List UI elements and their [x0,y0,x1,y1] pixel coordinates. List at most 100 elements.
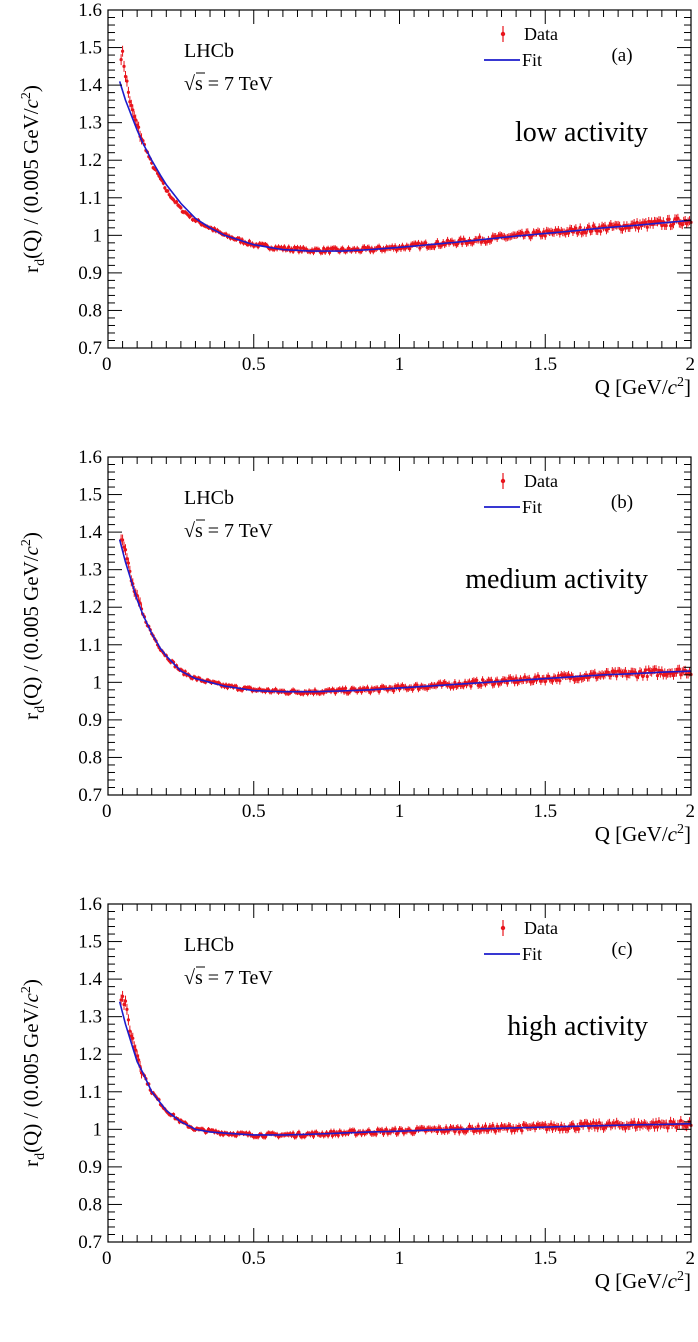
x-tick-label: 1 [395,1248,405,1269]
legend: Data Fit [484,918,558,964]
data-point [408,247,412,251]
data-point [668,1119,673,1123]
data-point [666,1126,670,1130]
data-point [679,1118,683,1123]
x-tick-label: 1.5 [533,1248,557,1269]
data-point [603,224,607,228]
data-point [679,673,683,677]
data-point [384,1128,388,1132]
data-point [297,1130,301,1135]
data-point [343,686,348,691]
x-tick-label: 2 [686,354,696,375]
data-point [416,241,421,245]
y-tick-label: 1.1 [78,188,102,209]
y-tick-label: 1.1 [78,1082,102,1103]
energy-label: √s = 7 TeV [184,520,273,542]
data-point [658,219,662,223]
data-point [445,238,450,242]
y-tick-label: 1 [93,225,103,246]
data-point [680,223,684,227]
data-point [126,561,131,565]
data-point [593,1125,597,1130]
data-point [623,669,628,673]
data-point [587,225,591,229]
panel-label: (c) [611,939,632,960]
y-tick-label: 1.5 [78,485,102,506]
data-point [505,681,509,685]
data-point [122,1002,126,1007]
data-point [566,1126,571,1131]
data-point [125,79,129,83]
y-tick-label: 1.4 [78,522,102,543]
data-point [472,1130,476,1134]
data-point [137,125,141,129]
data-point [126,1018,131,1022]
data-point [367,1128,371,1132]
y-axis-label: rd(Q) / (0.005 GeV/c2) [19,979,48,1167]
data-point [332,1129,336,1134]
data-point [550,1127,555,1131]
data-point [596,229,600,233]
data-point [623,1126,628,1130]
data-point [654,1120,658,1124]
data-point [282,245,286,249]
data-point [462,684,466,688]
x-axis-label: Q [GeV/c2] [595,822,691,846]
data-point [336,1133,340,1138]
data-point [247,239,251,243]
data-point [485,240,489,244]
x-tick-label: 2 [686,1248,696,1269]
y-axis-label: rd(Q) / (0.005 GeV/c2) [19,532,48,720]
data-point [661,673,665,677]
panel-c: 0 0.5 1 1.5 2 0.7 0.8 0.9 1 1.1 1.2 1.3 1.4 1.5 1.6 Q [… [19,894,695,1293]
data-point [655,674,660,678]
data-point [584,231,588,235]
data-point [651,1121,655,1125]
experiment-label: LHCb [184,934,234,956]
x-tick-label: 1 [395,801,405,822]
data-point [360,1132,364,1136]
data-point [594,1121,598,1125]
data-point [119,998,123,1002]
panel-b: 0 0.5 1 1.5 2 0.7 0.8 0.9 1 1.1 1.2 1.3 1.4 1.5 1.6 Q [… [19,447,695,846]
data-point [122,545,126,549]
data-point [520,1129,524,1133]
data-point [546,674,550,678]
data-point [393,1127,397,1131]
panel-a: 0 0.5 1 1.5 2 0.7 0.8 0.9 1 1.1 1.2 1.3 1.4 1.5 1.6 Q [… [19,0,695,399]
data-point [549,1122,553,1126]
data-point [476,1124,480,1128]
data-point [652,1125,657,1129]
data-point [620,227,625,232]
y-tick-label: 1.5 [78,932,102,953]
legend-data-marker [500,925,506,931]
data-point [556,228,560,232]
data-point [609,222,613,226]
data-point [418,246,422,250]
data-point [415,683,419,687]
data-point [128,100,132,104]
y-tick-label: 1.3 [78,113,102,134]
legend: Data Fit [484,471,558,517]
data-point [125,557,129,561]
data-point [655,1125,660,1129]
data-point [131,1036,135,1040]
data-point [341,246,345,251]
data-point [377,689,381,694]
data-point [660,223,664,228]
data-point [311,1134,316,1138]
data-point [411,687,415,692]
data-point [120,994,125,998]
fit-curve [118,81,692,252]
data-point [638,1124,642,1129]
data-point [543,680,547,684]
data-point [644,668,648,672]
data-point [632,221,636,225]
activity-label: high activity [507,1011,648,1042]
data-point [249,686,253,690]
legend-fit-label: Fit [522,50,542,70]
x-tick-label: 0 [102,1248,112,1269]
data-point [380,1128,384,1132]
energy-label: √s = 7 TeV [184,73,273,95]
data-point [163,186,167,190]
